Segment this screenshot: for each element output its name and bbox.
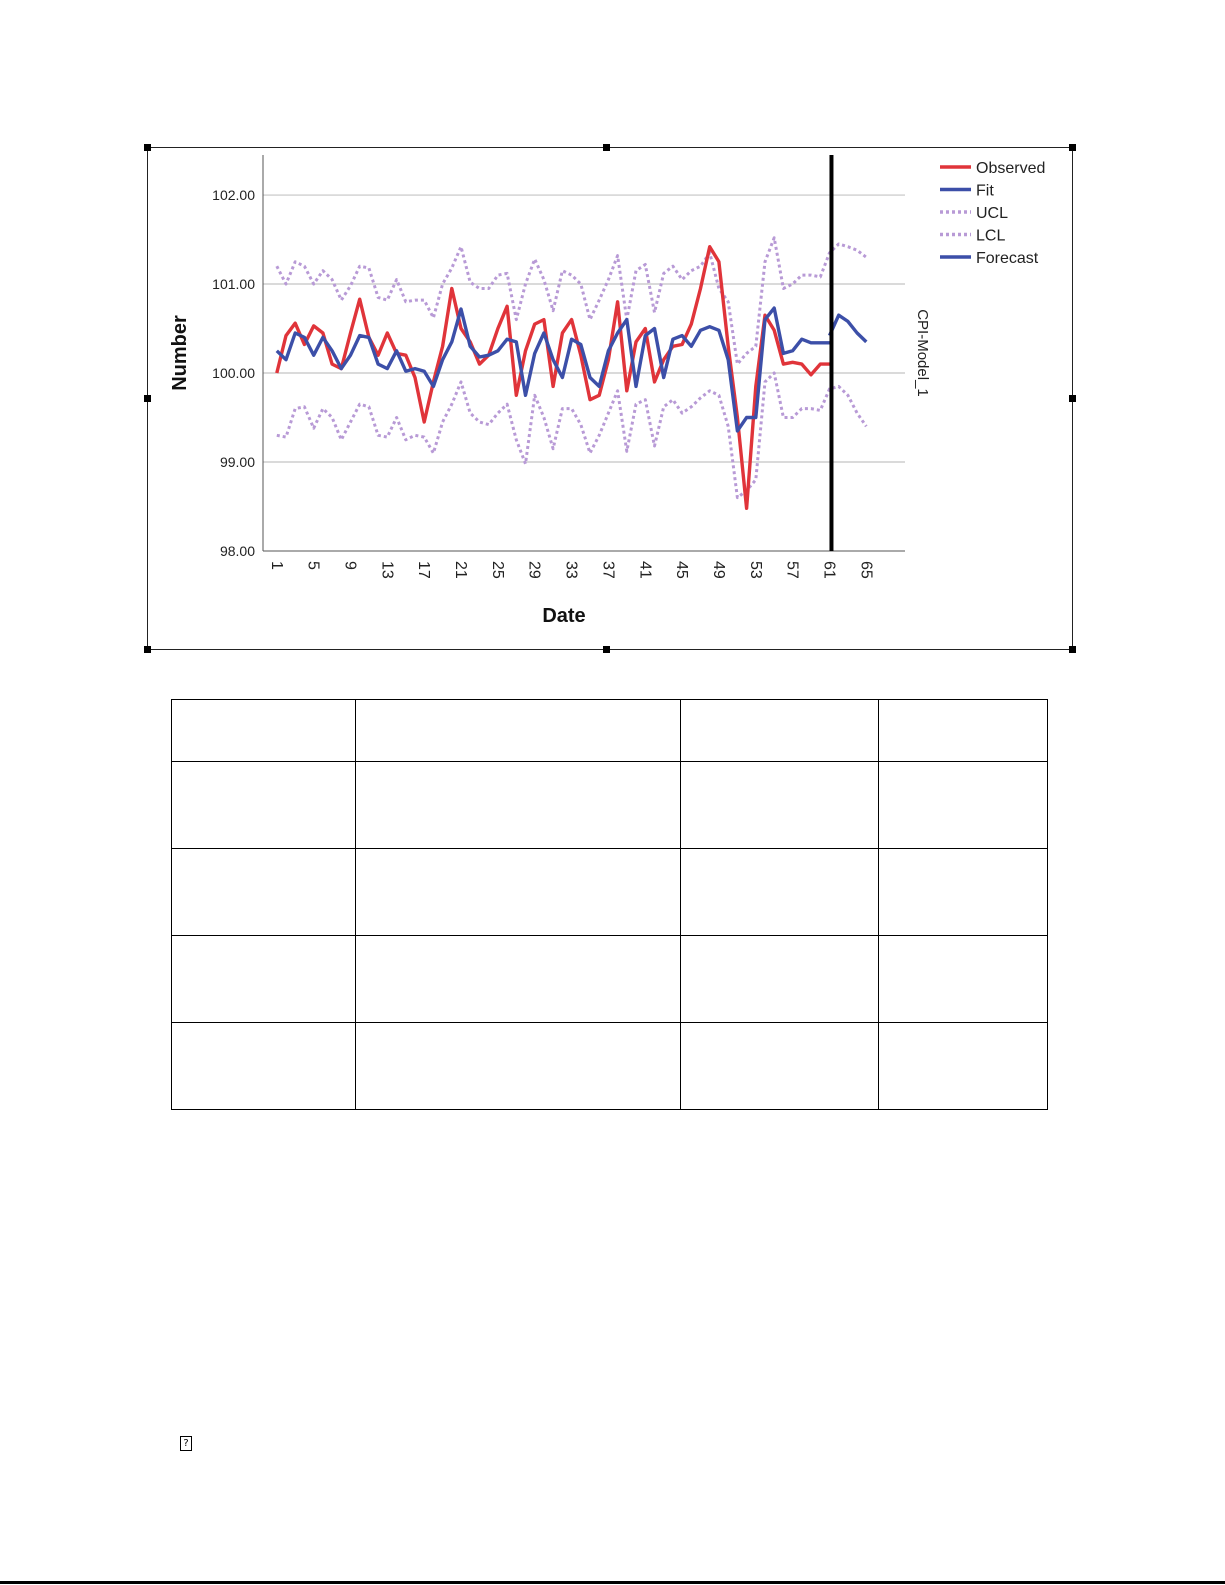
table-cell [355, 699, 681, 762]
table-cell [680, 848, 879, 936]
table-cell [355, 848, 681, 936]
x-tick-label: 41 [636, 561, 653, 579]
table-cell [878, 699, 1048, 762]
x-tick-label: 29 [526, 561, 543, 579]
x-tick-label: 61 [820, 561, 837, 579]
x-tick-label: 9 [342, 561, 359, 570]
series-observed [275, 244, 830, 510]
x-tick-label: 21 [452, 561, 469, 579]
resize-handle-sw[interactable] [144, 646, 151, 653]
resize-handle-nw[interactable] [144, 144, 151, 151]
legend-label: Observed [976, 160, 1045, 177]
series-ucl [275, 236, 868, 366]
model-label: CPI-Model_1 [914, 309, 931, 397]
y-tick-label: 99.00 [220, 454, 255, 470]
resize-handle-s[interactable] [603, 646, 610, 653]
table-cell [680, 699, 879, 762]
y-axis-title: Number [169, 315, 191, 391]
y-tick-label: 100.00 [212, 365, 255, 381]
empty-table [171, 699, 1048, 1110]
table-cell [680, 761, 879, 849]
legend-label: LCL [976, 228, 1005, 245]
chart-frame[interactable]: 98.00 99.00 100.00 101.00 102.00 1 5 9 13 17 21 25 2… [144, 144, 1076, 653]
x-tick-label: 65 [857, 561, 874, 579]
table-cell [355, 1022, 681, 1110]
series-fit [275, 306, 830, 433]
table-cell [680, 935, 879, 1023]
table-cell [878, 761, 1048, 849]
resize-handle-se[interactable] [1069, 646, 1076, 653]
y-tick-label: 101.00 [212, 276, 255, 292]
series-forecast [827, 313, 868, 344]
table-cell [171, 761, 356, 849]
table-cell [878, 935, 1048, 1023]
legend-label: Forecast [976, 250, 1039, 267]
x-tick-label: 13 [378, 561, 395, 579]
table-cell [878, 1022, 1048, 1110]
x-tick-label: 33 [563, 561, 580, 579]
legend-label: UCL [976, 205, 1008, 222]
legend-label: Fit [976, 183, 994, 200]
series-lcl [276, 371, 868, 500]
table-cell [355, 935, 681, 1023]
table-row [171, 699, 1048, 762]
y-tick-label: 98.00 [220, 543, 255, 559]
resize-handle-w[interactable] [144, 395, 151, 402]
table-row [171, 935, 1048, 1023]
resize-handle-n[interactable] [603, 144, 610, 151]
x-tick-label: 1 [268, 561, 285, 570]
x-tick-label: 53 [747, 561, 764, 579]
table-cell [171, 1022, 356, 1110]
table-cell [355, 761, 681, 849]
x-axis-title: Date [542, 605, 585, 627]
table-row [171, 761, 1048, 849]
table-row [171, 1022, 1048, 1110]
table-row [171, 848, 1048, 936]
x-tick-label: 37 [599, 561, 616, 579]
x-tick-label: 5 [305, 561, 322, 570]
table-cell [680, 1022, 879, 1110]
missing-glyph-icon: ? [180, 1436, 192, 1451]
page-bottom-rule [0, 1581, 1225, 1584]
x-tick-label: 57 [784, 561, 801, 579]
table-cell [171, 848, 356, 936]
y-tick-label: 102.00 [212, 187, 255, 203]
line-chart: 98.00 99.00 100.00 101.00 102.00 1 5 9 13 17 21 25 2… [169, 155, 1045, 627]
resize-handle-e[interactable] [1069, 395, 1076, 402]
table-cell [171, 935, 356, 1023]
x-tick-label: 25 [489, 561, 506, 579]
table-cell [171, 699, 356, 762]
table-cell [878, 848, 1048, 936]
x-tick-label: 45 [673, 561, 690, 579]
resize-handle-ne[interactable] [1069, 144, 1076, 151]
x-tick-label: 17 [415, 561, 432, 579]
x-tick-label: 49 [710, 561, 727, 579]
